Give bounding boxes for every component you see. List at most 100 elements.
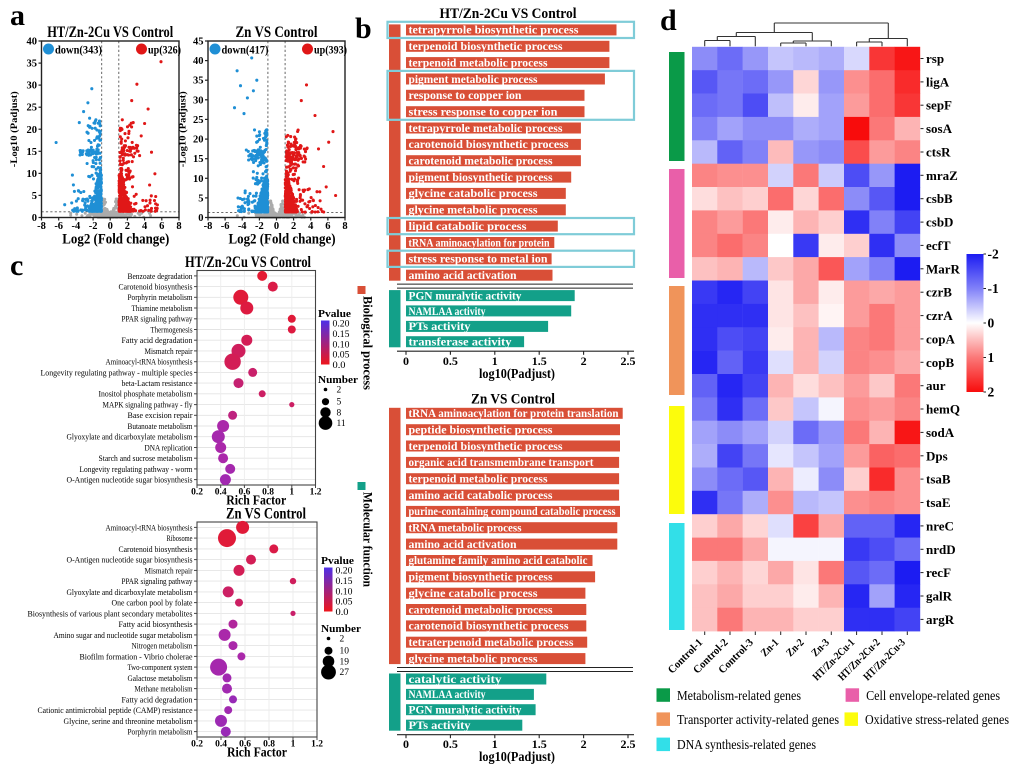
svg-text:Fatty acid degradation: Fatty acid degradation: [122, 335, 194, 345]
svg-text:30: 30: [27, 81, 38, 92]
svg-text:NAMLAA activity: NAMLAA activity: [409, 304, 486, 318]
svg-text:2.5: 2.5: [621, 354, 636, 368]
svg-text:20: 20: [27, 125, 38, 136]
svg-text:27: 27: [340, 668, 350, 678]
svg-text:csbD: csbD: [926, 215, 953, 230]
svg-text:csbB: csbB: [926, 191, 953, 206]
svg-text:terpenoid metabolic process: terpenoid metabolic process: [409, 472, 548, 486]
svg-text:0.0: 0.0: [336, 608, 349, 618]
svg-text:a: a: [10, 0, 25, 32]
svg-text:0.10: 0.10: [336, 587, 353, 597]
svg-text:0: 0: [403, 354, 409, 368]
svg-text:0.10: 0.10: [333, 340, 350, 350]
svg-text:peptide biosynthetic process: peptide biosynthetic process: [409, 423, 553, 437]
svg-text:Two-component system: Two-component system: [128, 662, 193, 672]
svg-text:Porphyrin metabolism: Porphyrin metabolism: [128, 292, 193, 302]
svg-text:2: 2: [988, 385, 995, 400]
svg-text:copA: copA: [926, 331, 956, 346]
svg-text:8: 8: [337, 408, 342, 418]
svg-text:transferase activity: transferase activity: [409, 335, 512, 349]
svg-text:Starch and sucrose metabolism: Starch and sucrose metabolism: [99, 453, 193, 463]
svg-text:PPAR signaling pathway: PPAR signaling pathway: [122, 576, 194, 586]
svg-text:purine-containing compound cat: purine-containing compound catabolic pro…: [409, 504, 616, 518]
svg-text:45: 45: [193, 37, 204, 48]
svg-text:Longevity regulating pathway -: Longevity regulating pathway - multiple …: [41, 367, 194, 377]
svg-text:tRNA aminoacylation for protei: tRNA aminoacylation for protein translat…: [409, 406, 619, 420]
svg-text:Log2 (Fold change): Log2 (Fold change): [62, 232, 169, 248]
svg-text:35: 35: [193, 76, 204, 87]
svg-text:1: 1: [289, 488, 294, 498]
svg-text:glycine catabolic process: glycine catabolic process: [409, 186, 538, 200]
svg-text:copB: copB: [926, 355, 955, 370]
svg-text:Zn VS Control: Zn VS Control: [226, 506, 307, 523]
svg-text:d: d: [660, 4, 677, 37]
svg-text:Zn VS Control: Zn VS Control: [471, 392, 555, 408]
svg-text:glycine catabolic process: glycine catabolic process: [409, 586, 538, 600]
svg-text:4: 4: [308, 221, 314, 232]
svg-text:tsaB: tsaB: [926, 472, 951, 487]
svg-text:Pvalue: Pvalue: [321, 555, 354, 567]
svg-text:MarR: MarR: [926, 261, 961, 276]
svg-text:DNA replication: DNA replication: [145, 442, 194, 452]
svg-text:0.15: 0.15: [333, 330, 350, 340]
svg-text:Aminoacyl-tRNA biosynthesis: Aminoacyl-tRNA biosynthesis: [106, 357, 194, 367]
svg-text:10: 10: [27, 169, 38, 180]
svg-text:11: 11: [337, 419, 346, 429]
svg-text:-Log10 (Padjust): -Log10 (Padjust): [178, 91, 189, 167]
svg-text:Transporter activity-related g: Transporter activity-related genes: [677, 712, 839, 727]
svg-text:0: 0: [198, 213, 203, 224]
svg-text:terpenoid biosynthetic process: terpenoid biosynthetic process: [409, 439, 563, 453]
svg-text:stress response to copper ion: stress response to copper ion: [409, 105, 558, 119]
svg-text:-2: -2: [89, 221, 98, 232]
svg-text:Nitrogen metabolism: Nitrogen metabolism: [132, 641, 193, 651]
svg-text:Number: Number: [318, 374, 358, 386]
svg-text:8: 8: [342, 221, 347, 232]
svg-text:czrB: czrB: [926, 285, 952, 300]
svg-text:8: 8: [176, 221, 181, 232]
svg-text:tetrapyrrole biosynthetic proc: tetrapyrrole biosynthetic process: [409, 23, 579, 37]
svg-text:Butanoate metabolism: Butanoate metabolism: [128, 421, 193, 431]
svg-text:0.05: 0.05: [336, 598, 353, 608]
svg-text:amino acid catabolic process: amino acid catabolic process: [409, 488, 553, 502]
svg-text:Inositol phosphate metabolism: Inositol phosphate metabolism: [99, 389, 193, 399]
svg-text:HT/Zn-2Cu VS Control: HT/Zn-2Cu VS Control: [47, 24, 174, 41]
svg-text:-2: -2: [988, 247, 999, 262]
svg-text:czrA: czrA: [926, 308, 953, 323]
svg-text:1: 1: [291, 740, 296, 750]
svg-text:recF: recF: [926, 565, 951, 580]
svg-text:stress response to metal ion: stress response to metal ion: [409, 252, 548, 266]
svg-text:pigment biosynthetic process: pigment biosynthetic process: [409, 170, 553, 184]
svg-text:5: 5: [337, 398, 342, 408]
svg-text:-8: -8: [204, 221, 213, 232]
svg-text:HT/Zn-2Cu VS Control: HT/Zn-2Cu VS Control: [440, 6, 577, 22]
svg-text:0.8: 0.8: [262, 488, 274, 498]
svg-text:sodA: sodA: [926, 425, 955, 440]
svg-text:amino acid activation: amino acid activation: [409, 537, 517, 551]
svg-text:Number: Number: [321, 623, 361, 635]
svg-text:35: 35: [27, 59, 38, 70]
svg-text:-8: -8: [37, 221, 46, 232]
svg-text:0.20: 0.20: [333, 320, 350, 330]
svg-text:40: 40: [193, 56, 204, 67]
svg-text:NAMLAA activity: NAMLAA activity: [409, 687, 486, 701]
svg-text:response to copper ion: response to copper ion: [409, 88, 522, 102]
svg-text:40: 40: [27, 37, 38, 48]
svg-text:Porphyrin metabolism: Porphyrin metabolism: [128, 727, 193, 737]
svg-text:Thiamine metabolism: Thiamine metabolism: [132, 303, 193, 313]
svg-text:20: 20: [193, 135, 204, 146]
svg-text:6: 6: [325, 221, 330, 232]
svg-text:Metabolism-related genes: Metabolism-related genes: [677, 688, 801, 703]
svg-text:PTs activity: PTs activity: [409, 718, 471, 732]
svg-text:rsp: rsp: [926, 51, 944, 66]
svg-text:amino acid activation: amino acid activation: [409, 268, 517, 282]
svg-text:b: b: [355, 12, 372, 45]
svg-text:beta-Lactam resistance: beta-Lactam resistance: [122, 378, 193, 388]
svg-text:2: 2: [337, 386, 342, 396]
svg-text:carotenoid biosynthetic proces: carotenoid biosynthetic process: [409, 137, 569, 151]
svg-text:Mismatch repair: Mismatch repair: [145, 346, 193, 356]
svg-text:30: 30: [193, 95, 204, 106]
svg-text:6: 6: [159, 221, 164, 232]
svg-text:mraZ: mraZ: [926, 168, 958, 183]
svg-text:HT/Zn-2Cu VS Control: HT/Zn-2Cu VS Control: [185, 254, 312, 271]
svg-text:tetraterpenoid metabolic proce: tetraterpenoid metabolic process: [409, 635, 574, 649]
